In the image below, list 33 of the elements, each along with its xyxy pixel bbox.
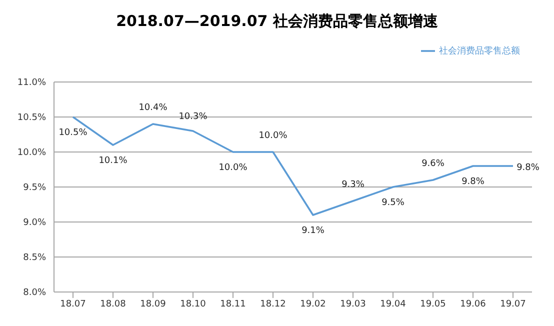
data-label: 9.3% [342, 180, 365, 190]
data-label: 10.3% [178, 112, 208, 122]
data-label: 9.5% [382, 198, 405, 208]
data-label: 10.0% [258, 131, 288, 141]
y-tick-label: 8.5% [23, 253, 46, 264]
x-tick-label: 19.02 [300, 299, 326, 310]
data-label: 10.1% [98, 156, 128, 166]
x-tick-label: 19.03 [340, 299, 366, 310]
data-label: 10.4% [138, 103, 168, 113]
data-label: 10.5% [58, 128, 88, 138]
y-tick-label: 9.5% [23, 183, 46, 194]
y-tick-label: 9.0% [23, 218, 46, 228]
x-tick-label: 18.08 [100, 299, 126, 310]
y-tick-label: 11.0% [17, 78, 46, 88]
x-tick-label: 19.05 [420, 299, 446, 310]
x-tick-label: 18.07 [60, 299, 86, 310]
data-label: 9.6% [422, 159, 445, 169]
x-tick-label: 18.10 [180, 299, 206, 310]
y-tick-label: 10.0% [17, 148, 46, 158]
legend-label: 社会消费品零售总额 [439, 46, 520, 56]
data-label: 9.8% [462, 177, 485, 187]
x-tick-label: 18.11 [220, 299, 246, 310]
data-label: 9.8% [516, 163, 540, 173]
x-tick-label: 19.04 [380, 299, 406, 310]
x-tick-label: 19.06 [460, 299, 486, 310]
data-label: 9.1% [302, 226, 325, 236]
data-label: 10.0% [218, 163, 248, 173]
y-tick-label: 10.5% [17, 113, 46, 124]
x-tick-label: 18.09 [140, 299, 166, 310]
x-tick-label: 18.12 [260, 299, 286, 310]
y-tick-label: 8.0% [23, 288, 46, 298]
x-tick-label: 19.07 [500, 299, 526, 310]
chart-title: 2018.07—2019.07 社会消费品零售总额增速 [115, 12, 439, 31]
